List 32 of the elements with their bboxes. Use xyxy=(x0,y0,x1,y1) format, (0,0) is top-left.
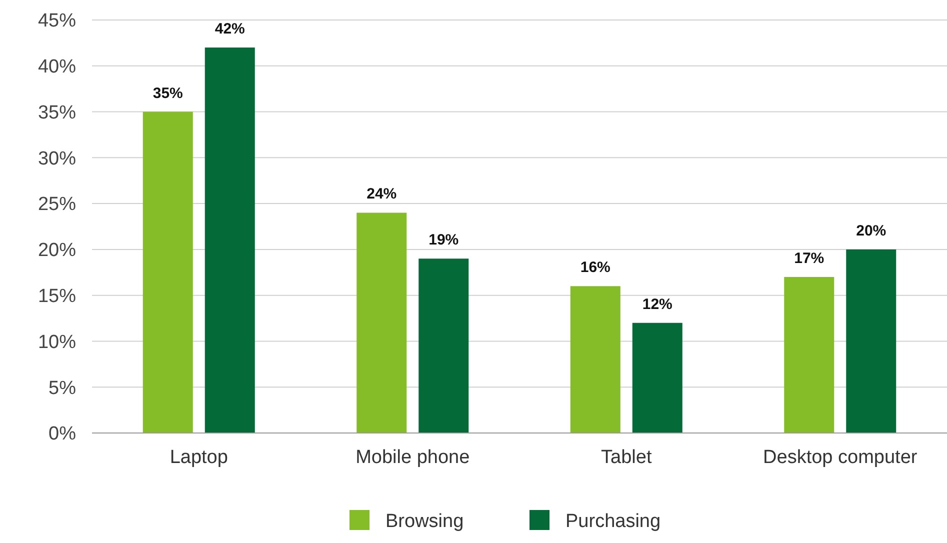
bar xyxy=(418,258,469,433)
bar xyxy=(142,112,193,433)
x-tick-label: Tablet xyxy=(601,447,652,468)
y-tick-label: 40% xyxy=(38,56,76,78)
y-tick-label: 10% xyxy=(38,332,76,353)
y-tick-label: 35% xyxy=(38,102,76,124)
text: 17% xyxy=(794,250,824,267)
bar xyxy=(632,322,682,433)
bar xyxy=(846,249,896,433)
text: 19% xyxy=(428,232,459,249)
y-tick-label: 5% xyxy=(48,378,76,399)
text: 35% xyxy=(152,84,183,102)
y-tick-label: 15% xyxy=(38,286,76,307)
y-tick-label: 30% xyxy=(38,148,76,170)
y-tick-label: 25% xyxy=(38,194,76,216)
bar xyxy=(356,212,407,433)
x-tick-label: Desktop computer xyxy=(763,447,918,468)
y-tick-label: 20% xyxy=(38,240,76,262)
bar xyxy=(570,286,620,433)
text: 20% xyxy=(856,222,886,240)
bar xyxy=(784,276,834,433)
text: 24% xyxy=(366,186,397,203)
y-tick-label: 0% xyxy=(48,424,76,445)
y-tick-label: 45% xyxy=(38,10,76,32)
legend-label: Browsing xyxy=(386,511,464,532)
text: 42% xyxy=(214,20,245,38)
text: 12% xyxy=(642,296,672,313)
bar xyxy=(204,48,255,433)
legend-label: Purchasing xyxy=(566,511,661,532)
text: 16% xyxy=(580,259,610,276)
x-tick-label: Mobile phone xyxy=(356,447,470,468)
x-tick-label: Laptop xyxy=(170,447,228,468)
